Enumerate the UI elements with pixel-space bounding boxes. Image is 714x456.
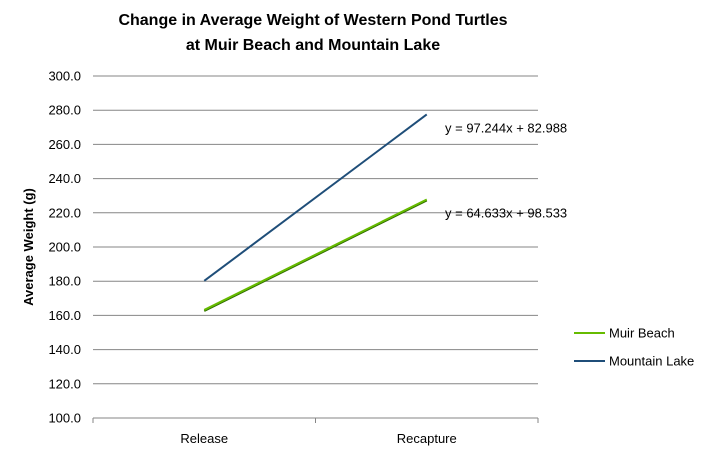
chart-subtitle: at Muir Beach and Mountain Lake (186, 37, 440, 54)
y-tick-label: 160.0 (48, 308, 81, 323)
y-tick-label: 240.0 (48, 171, 81, 186)
y-tick-label: 100.0 (48, 411, 81, 426)
y-axis-ticks: 100.0 120.0 140.0 160.0 180.0 200.0 220.0 240.0… (48, 69, 81, 426)
y-tick-label: 300.0 (48, 69, 81, 84)
legend: Muir Beach Mountain Lake (574, 326, 694, 369)
trendline-equations: y = 64.633x + 98.533 y = 97.244x + 82.988 (445, 120, 567, 220)
y-axis-label: Average Weight (g) (21, 188, 36, 306)
y-tick-label: 180.0 (48, 274, 81, 289)
legend-label: Muir Beach (609, 326, 675, 341)
y-tick-label: 200.0 (48, 240, 81, 255)
y-tick-label: 280.0 (48, 103, 81, 118)
series-line (203, 198, 428, 311)
legend-label: Mountain Lake (609, 354, 694, 369)
y-tick-label: 220.0 (48, 205, 81, 220)
y-tick-label: 120.0 (48, 376, 81, 391)
y-tick-label: 140.0 (48, 342, 81, 357)
trendline-equation: y = 97.244x + 82.988 (445, 120, 567, 135)
trendline-equation: y = 64.633x + 98.533 (445, 205, 567, 220)
x-axis: Release Recapture (92, 417, 539, 446)
y-tick-label: 260.0 (48, 137, 81, 152)
series-line (203, 113, 428, 282)
x-tick-label: Recapture (397, 431, 457, 446)
gridlines (93, 75, 538, 385)
series-lines (203, 113, 428, 312)
chart-title: Change in Average Weight of Western Pond… (118, 12, 507, 29)
x-tick-label: Release (180, 431, 228, 446)
